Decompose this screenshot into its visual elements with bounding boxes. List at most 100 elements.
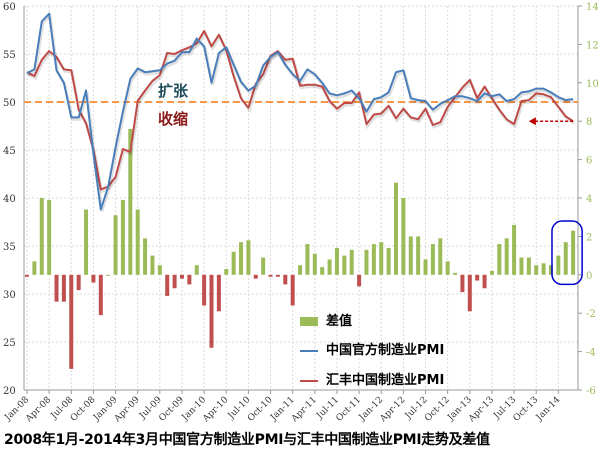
right-tick-label: -6 — [586, 386, 596, 397]
diff-bar — [512, 224, 517, 275]
diff-bar — [438, 238, 443, 275]
right-tick-label: -4 — [586, 348, 596, 359]
left-tick-label: 60 — [3, 2, 16, 13]
right-tick-label: 2 — [586, 232, 592, 243]
diff-bar — [150, 255, 155, 275]
diff-bar — [342, 255, 347, 275]
diff-bar — [349, 249, 354, 275]
left-tick-label: 40 — [3, 194, 16, 205]
diff-bar — [445, 261, 450, 275]
diff-bar — [261, 257, 266, 275]
diff-bar — [571, 230, 576, 275]
diff-bar — [54, 274, 59, 302]
right-tick-label: 4 — [586, 194, 592, 205]
diff-bar — [76, 274, 81, 291]
diff-bar — [239, 242, 244, 275]
legend-item-official: 中国官方制造业PMI — [300, 339, 444, 358]
diff-bar — [556, 255, 561, 275]
diff-bar — [320, 267, 325, 275]
legend-item-hsbc: 汇丰中国制造业PMI — [300, 369, 444, 388]
diff-bar — [408, 236, 413, 275]
highlight-box — [551, 220, 583, 286]
diff-bar — [246, 240, 251, 275]
diff-bar — [39, 198, 44, 275]
left-tick-label: 45 — [3, 146, 16, 157]
diff-bar — [298, 265, 303, 275]
line-shadow — [27, 12, 575, 212]
diff-bar — [482, 274, 487, 289]
annotation-expand: 扩张 — [158, 82, 189, 100]
right-tick-label: 0 — [586, 271, 592, 282]
diff-bar — [453, 272, 458, 275]
diff-bar — [394, 182, 398, 275]
diff-bar — [113, 215, 118, 275]
diff-bar — [128, 128, 133, 275]
diff-bar — [143, 238, 148, 275]
diff-bar — [379, 242, 384, 275]
diff-bar — [519, 257, 524, 275]
legend-swatch-line — [300, 379, 318, 382]
x-tick-label: Oct-09 — [157, 395, 186, 424]
x-tick-label: Jan-14 — [534, 395, 563, 424]
diff-bar — [187, 274, 192, 285]
legend-label: 中国官方制造业PMI — [326, 343, 445, 358]
diff-bar — [165, 274, 170, 296]
diff-bar — [290, 274, 295, 306]
x-tick-label: Oct-12 — [423, 395, 452, 424]
diff-bar — [460, 274, 465, 293]
legend-item-diff: 差值 — [300, 310, 352, 329]
diff-bar — [224, 269, 229, 275]
diff-bar — [202, 274, 207, 306]
diff-bar — [475, 274, 480, 281]
right-tick-label: 8 — [586, 117, 592, 128]
diff-bar — [489, 270, 494, 275]
legend-label: 汇丰中国制造业PMI — [326, 373, 445, 388]
diff-bar — [98, 274, 103, 316]
diff-bar — [334, 247, 339, 275]
diff-bar — [386, 247, 391, 275]
diff-bar — [268, 274, 273, 277]
diff-bar — [534, 265, 539, 275]
line-shadow — [27, 29, 575, 194]
diff-bar — [179, 274, 184, 279]
diff-bar — [84, 209, 89, 275]
x-tick-label: Oct-08 — [69, 395, 98, 424]
right-tick-label: 6 — [586, 156, 592, 167]
left-tick-label: 35 — [3, 242, 16, 253]
diff-bar — [253, 274, 258, 279]
diff-bar — [216, 274, 221, 312]
legend-label: 差值 — [326, 314, 353, 329]
x-tick-label: Oct-13 — [512, 395, 541, 424]
right-tick-label: -2 — [586, 309, 596, 320]
chart-title: 2008年1月-2014年3月中国官方制造业PMI与汇丰中国制造业PMI走势及差… — [4, 432, 490, 448]
diff-bar — [120, 199, 125, 275]
left-tick-label: 50 — [3, 98, 16, 109]
diff-bar — [231, 251, 236, 275]
diff-bar — [135, 209, 140, 275]
x-tick-label: Oct-10 — [246, 395, 275, 424]
diff-bar — [563, 242, 568, 275]
diff-bar — [364, 249, 369, 275]
arrow-head-icon — [528, 117, 536, 126]
diff-bar — [25, 274, 29, 277]
diff-bar — [283, 274, 288, 285]
diff-bar — [61, 274, 66, 302]
diff-bar — [430, 244, 435, 275]
diff-bar — [69, 274, 74, 369]
diff-bar — [32, 261, 37, 275]
diff-bar — [497, 244, 502, 275]
left-tick-label: 25 — [3, 338, 16, 349]
annotation-contract: 收缩 — [158, 110, 189, 128]
diff-bar — [541, 263, 546, 275]
right-tick-label: 10 — [586, 79, 599, 90]
official-pmi-line — [26, 12, 574, 211]
diff-bar — [275, 274, 280, 277]
diff-bar — [548, 265, 553, 275]
diff-bar — [312, 253, 317, 275]
right-tick-label: 12 — [586, 40, 599, 51]
legend-swatch-bar — [300, 317, 318, 326]
left-tick-label: 30 — [3, 290, 16, 301]
diff-bar — [157, 265, 162, 275]
diff-bar — [504, 238, 509, 275]
